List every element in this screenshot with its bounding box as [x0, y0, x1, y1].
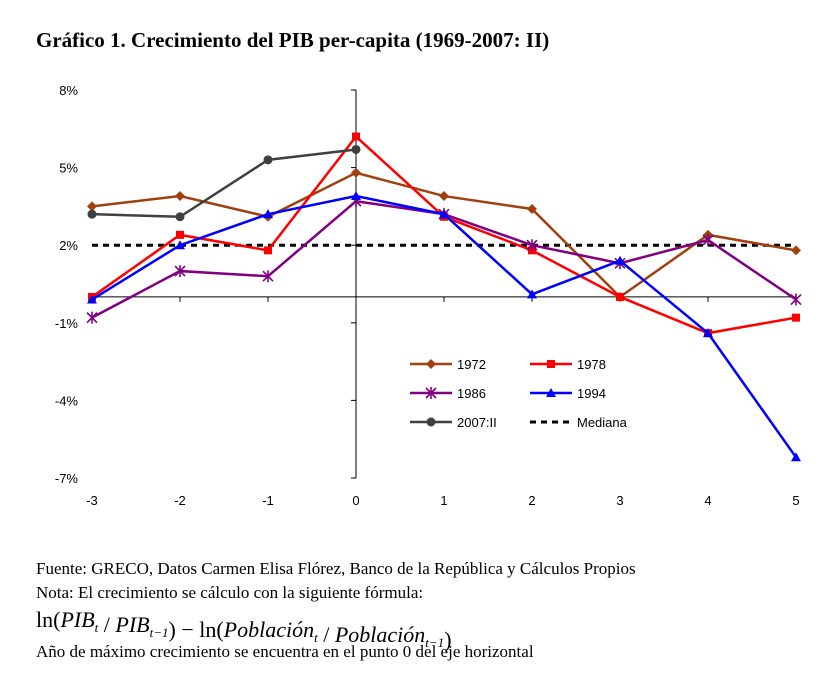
y-tick-label: -4%	[55, 393, 79, 408]
marker	[426, 417, 436, 427]
formula-part: ln(	[36, 607, 60, 632]
y-tick-label: -1%	[55, 316, 79, 331]
y-tick-label: 5%	[59, 161, 78, 176]
marker	[263, 155, 273, 165]
marker	[527, 289, 537, 299]
x-tick-label: 4	[704, 493, 711, 508]
footnote: Año de máximo crecimiento se encuentra e…	[36, 642, 534, 661]
formula-note: Nota: El crecimiento se cálculo con la s…	[36, 583, 423, 602]
marker	[546, 388, 556, 397]
formula-part: PIB	[114, 612, 149, 637]
formula-part: PIB	[59, 607, 94, 632]
marker	[526, 239, 538, 252]
formula-subscript: t	[314, 630, 318, 645]
formula-part: Población	[334, 622, 425, 647]
y-tick-label: 2%	[59, 238, 78, 253]
chart-title: Gráfico 1. Crecimiento del PIB per-capit…	[36, 28, 549, 52]
y-tick-label: 8%	[59, 83, 78, 98]
marker	[439, 209, 449, 219]
x-tick-label: -3	[86, 493, 98, 508]
marker	[702, 234, 714, 247]
marker	[174, 265, 186, 278]
marker	[616, 292, 624, 301]
legend-label: 1994	[577, 386, 606, 401]
marker	[791, 452, 801, 462]
x-tick-label: 1	[440, 493, 447, 508]
x-tick-label: -1	[262, 493, 274, 508]
marker	[351, 144, 361, 154]
legend-label: Mediana	[577, 415, 628, 430]
legend-label: 1986	[457, 386, 486, 401]
x-tick-label: 3	[616, 493, 623, 508]
marker	[547, 360, 555, 368]
marker	[87, 294, 97, 304]
legend-label: 2007:II	[457, 415, 497, 430]
formula-part: Población	[223, 617, 314, 642]
marker	[790, 293, 802, 306]
x-tick-label: 0	[352, 493, 359, 508]
marker	[791, 245, 801, 256]
marker	[792, 313, 800, 322]
marker	[426, 359, 436, 369]
marker	[351, 167, 361, 178]
x-tick-label: 2	[528, 493, 535, 508]
marker	[262, 270, 274, 283]
marker	[176, 230, 184, 239]
formula-subscript: t−1	[150, 625, 169, 640]
y-tick-label: -7%	[55, 471, 79, 486]
marker	[86, 311, 98, 324]
formula-subscript: t−1	[425, 635, 444, 650]
formula: ln(PIBt / PIBt−1) − ln(Poblaciónt / Pobl…	[36, 607, 452, 652]
marker	[615, 255, 625, 265]
x-tick-label: 5	[792, 493, 799, 508]
marker	[351, 191, 361, 201]
marker	[264, 246, 272, 255]
marker	[175, 240, 185, 250]
marker	[175, 212, 185, 222]
formula-part: /	[318, 622, 335, 647]
marker	[263, 209, 273, 219]
marker	[439, 191, 449, 202]
formula-part: ) − ln(	[169, 617, 224, 642]
marker	[527, 203, 537, 214]
series-line	[91, 134, 797, 335]
formula-part: /	[98, 612, 115, 637]
series-line	[91, 148, 357, 219]
marker	[425, 387, 437, 399]
marker	[703, 328, 713, 338]
marker	[175, 191, 185, 202]
x-tick-label: -2	[174, 493, 186, 508]
marker	[87, 201, 97, 212]
marker	[352, 132, 360, 141]
marker	[87, 209, 97, 219]
formula-subscript: t	[95, 620, 99, 635]
formula-part: )	[444, 627, 451, 652]
source-note: Fuente: GRECO, Datos Carmen Elisa Flórez…	[36, 559, 636, 578]
legend-label: 1972	[457, 357, 486, 372]
legend-label: 1978	[577, 357, 606, 372]
